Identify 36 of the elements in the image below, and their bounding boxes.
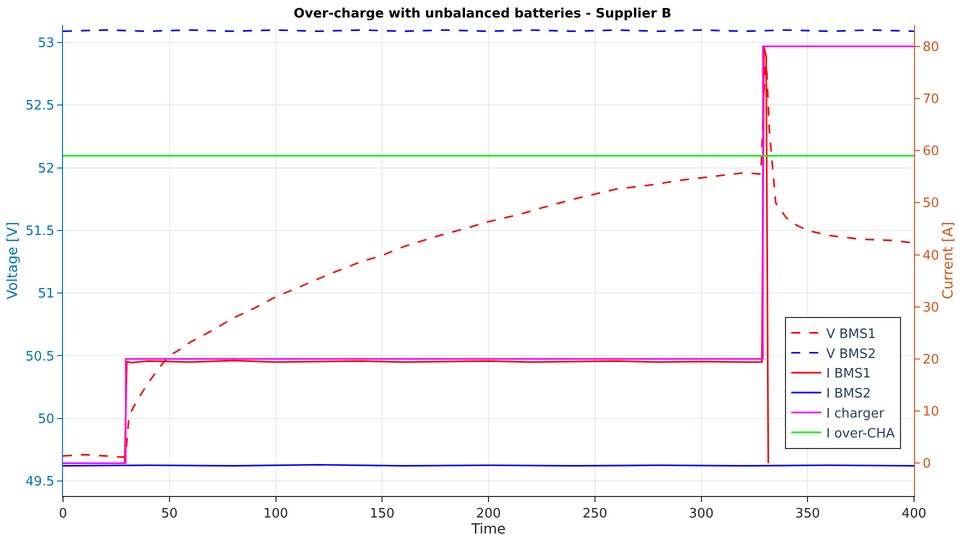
y2-tick-label: 10 [922,404,940,420]
y-tick-label: 50.5 [25,349,54,364]
x-tick-label: 300 [688,506,714,522]
x-tick-label: 50 [161,506,178,522]
y2-tick-label: 60 [922,144,940,160]
y-axis-title: Voltage [V] [5,222,22,300]
y2-tick-label: 80 [922,40,940,55]
y-tick-label: 49.5 [25,474,54,490]
x-tick-label: 100 [263,506,288,522]
y2-tick-label: 0 [922,456,931,472]
x-tick-label: 350 [795,506,820,522]
x-tick-label: 200 [476,506,501,522]
y2-tick-label: 40 [922,248,940,264]
y-tick-label: 52 [38,161,54,176]
y2-axis-title: Current [A] [940,222,956,300]
y-tick-label: 53 [38,36,54,52]
legend-label: I BMS2 [826,386,871,402]
legend-label: I charger [826,406,885,422]
y2-tick-label: 20 [922,352,940,368]
y2-tick-label: 50 [922,196,940,212]
legend-label: I BMS1 [826,366,871,382]
legend-label: V BMS1 [826,326,876,342]
x-tick-label: 250 [582,506,608,522]
chart-title: Over-charge with unbalanced batteries - Supplier B [294,6,672,22]
y-tick-label: 51.5 [25,224,54,239]
y-tick-label: 51 [38,286,54,302]
x-tick-label: 150 [370,506,395,522]
legend-label: I over-CHA [826,426,895,442]
y-tick-label: 50 [38,412,54,427]
y2-tick-label: 70 [922,92,940,108]
y-tick-label: 52.5 [25,98,54,114]
legend-label: V BMS2 [826,346,876,362]
x-tick-label: 0 [58,506,68,522]
x-axis-title: Time [470,522,506,538]
y2-tick-label: 30 [922,300,940,316]
x-tick-label: 400 [902,506,926,522]
